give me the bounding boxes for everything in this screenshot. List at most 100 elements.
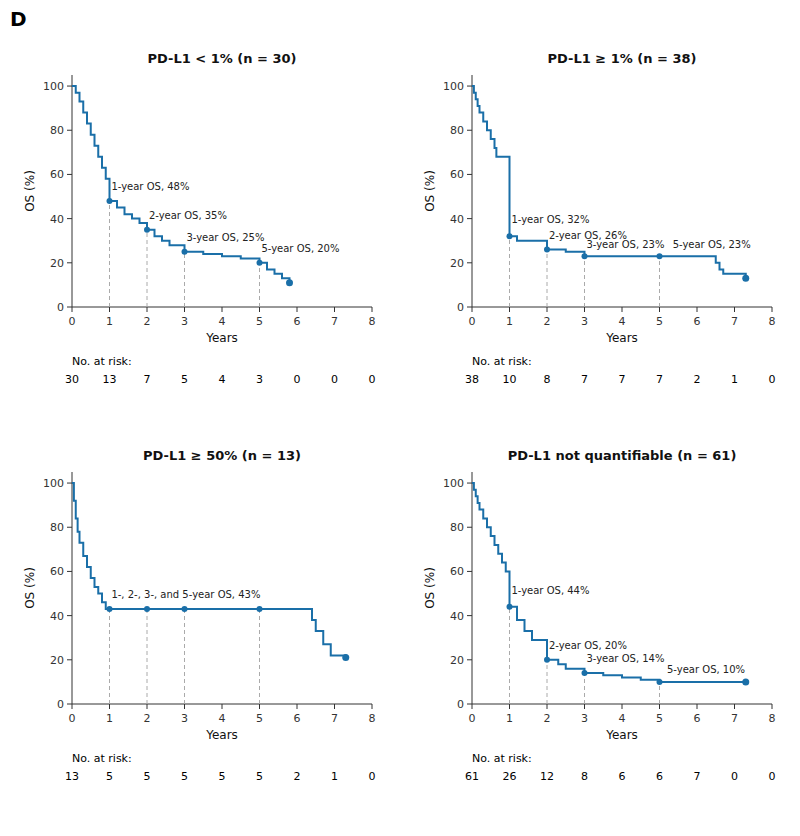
censor-mark <box>742 678 749 685</box>
x-tick <box>622 307 623 312</box>
milestone-line <box>547 660 548 704</box>
x-tick <box>659 307 660 312</box>
y-tick-label: 100 <box>43 80 64 93</box>
x-tick-label: 2 <box>544 712 551 725</box>
x-tick-label: 2 <box>144 712 151 725</box>
annotation: 1-, 2-, 3-, and 5-year OS, 43% <box>111 589 260 600</box>
at-risk-number: 2 <box>294 770 301 783</box>
y-tick-label: 80 <box>450 124 464 137</box>
at-risk-label: No. at risk: <box>72 752 132 765</box>
milestone-line <box>584 256 585 307</box>
x-tick-label: 0 <box>469 315 476 328</box>
panel-title: PD-L1 ≥ 1% (n = 38) <box>548 51 697 66</box>
y-tick <box>467 527 472 528</box>
milestone-dot <box>507 233 513 239</box>
at-risk-number: 5 <box>181 373 188 386</box>
at-risk-number: 13 <box>103 373 117 386</box>
milestone-dot <box>107 198 113 204</box>
milestone-dot <box>182 249 188 255</box>
survival-curve <box>72 86 290 283</box>
milestone-dot <box>582 253 588 259</box>
y-tick <box>67 218 72 219</box>
x-tick <box>372 307 373 312</box>
y-tick <box>67 262 72 263</box>
y-tick-label: 0 <box>457 301 464 314</box>
y-tick <box>467 483 472 484</box>
y-tick <box>67 307 72 308</box>
y-tick <box>467 130 472 131</box>
x-axis-label: Years <box>205 331 238 345</box>
at-risk-number: 10 <box>503 373 517 386</box>
x-tick <box>259 307 260 312</box>
y-axis-line <box>472 472 473 704</box>
milestone-dot <box>144 227 150 233</box>
y-tick <box>467 307 472 308</box>
milestone-dot <box>144 606 150 612</box>
y-tick <box>467 615 472 616</box>
annotation: 1-year OS, 48% <box>111 181 189 192</box>
milestone-line <box>659 682 660 704</box>
annotation: 1-year OS, 32% <box>511 214 589 225</box>
milestone-line <box>109 201 110 307</box>
at-risk-number: 0 <box>369 770 376 783</box>
y-tick-label: 20 <box>450 654 464 667</box>
y-tick <box>67 704 72 705</box>
plot-area <box>472 86 749 307</box>
plot-area <box>72 483 349 704</box>
y-tick-label: 40 <box>450 610 464 623</box>
x-tick-label: 6 <box>294 712 301 725</box>
y-tick <box>467 174 472 175</box>
milestone-line <box>147 609 148 704</box>
at-risk-label: No. at risk: <box>472 355 532 368</box>
at-risk-number: 26 <box>503 770 517 783</box>
censor-mark <box>742 275 749 282</box>
y-tick <box>467 262 472 263</box>
x-tick <box>334 307 335 312</box>
at-risk-label: No. at risk: <box>472 752 532 765</box>
y-axis-label: OS (%) <box>423 170 437 212</box>
x-tick <box>697 704 698 709</box>
y-tick-label: 100 <box>43 477 64 490</box>
at-risk-number: 7 <box>694 770 701 783</box>
y-tick-label: 80 <box>450 521 464 534</box>
x-tick-label: 2 <box>144 315 151 328</box>
at-risk-number: 2 <box>694 373 701 386</box>
at-risk-number: 1 <box>731 373 738 386</box>
y-tick-label: 0 <box>57 301 64 314</box>
y-tick-label: 20 <box>50 654 64 667</box>
x-tick-label: 0 <box>469 712 476 725</box>
y-tick-label: 60 <box>50 168 64 181</box>
y-tick-label: 60 <box>450 565 464 578</box>
x-tick <box>509 704 510 709</box>
at-risk-number: 0 <box>769 770 776 783</box>
panel-label: D <box>10 7 27 31</box>
milestone-dot <box>544 657 550 663</box>
y-tick-label: 0 <box>57 698 64 711</box>
milestone-line <box>184 252 185 307</box>
panel: PD-L1 ≥ 1% (n = 38)020406080100012345678… <box>423 51 776 386</box>
panel-title: PD-L1 < 1% (n = 30) <box>148 51 297 66</box>
at-risk-number: 38 <box>465 373 479 386</box>
milestone-line <box>184 609 185 704</box>
milestone-line <box>509 236 510 307</box>
y-tick-label: 40 <box>50 213 64 226</box>
at-risk-label: No. at risk: <box>72 355 132 368</box>
x-tick-label: 0 <box>69 712 76 725</box>
milestone-line <box>259 609 260 704</box>
at-risk-number: 0 <box>331 373 338 386</box>
annotation: 5-year OS, 10% <box>667 664 745 675</box>
at-risk-number: 0 <box>294 373 301 386</box>
x-tick <box>297 704 298 709</box>
x-tick <box>734 704 735 709</box>
x-tick-label: 8 <box>369 315 376 328</box>
y-tick <box>467 86 472 87</box>
x-tick-label: 4 <box>219 712 226 725</box>
x-tick <box>72 307 73 312</box>
x-tick-label: 7 <box>731 315 738 328</box>
milestone-line <box>109 609 110 704</box>
at-risk-number: 5 <box>181 770 188 783</box>
x-tick-label: 8 <box>769 315 776 328</box>
at-risk-number: 5 <box>219 770 226 783</box>
at-risk-number: 7 <box>619 373 626 386</box>
at-risk-number: 7 <box>581 373 588 386</box>
